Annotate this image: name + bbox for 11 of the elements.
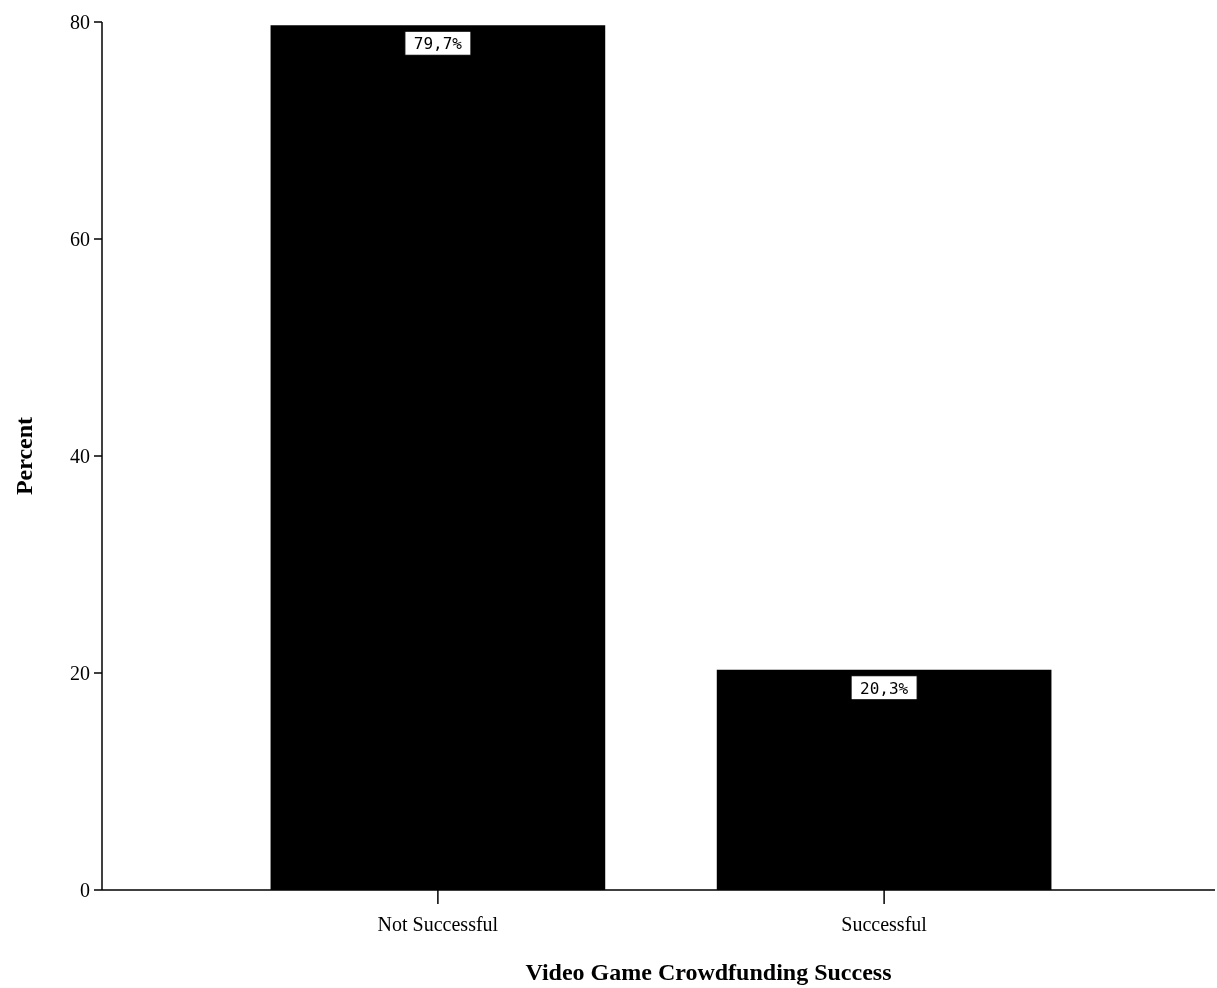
x-tick-label: Successful — [841, 913, 928, 935]
x-tick-label: Not Successful — [377, 913, 499, 935]
x-axis-title: Video Game Crowdfunding Success — [525, 959, 892, 985]
y-tick-label: 80 — [70, 11, 90, 33]
data-label: 20,3% — [860, 678, 909, 698]
y-tick-label: 0 — [80, 879, 90, 901]
y-axis-title: Percent — [11, 416, 37, 496]
data-label: 79,7% — [413, 34, 463, 54]
y-tick-label: 20 — [70, 662, 90, 684]
y-tick-label: 40 — [70, 445, 90, 467]
y-tick-label: 60 — [70, 228, 90, 250]
